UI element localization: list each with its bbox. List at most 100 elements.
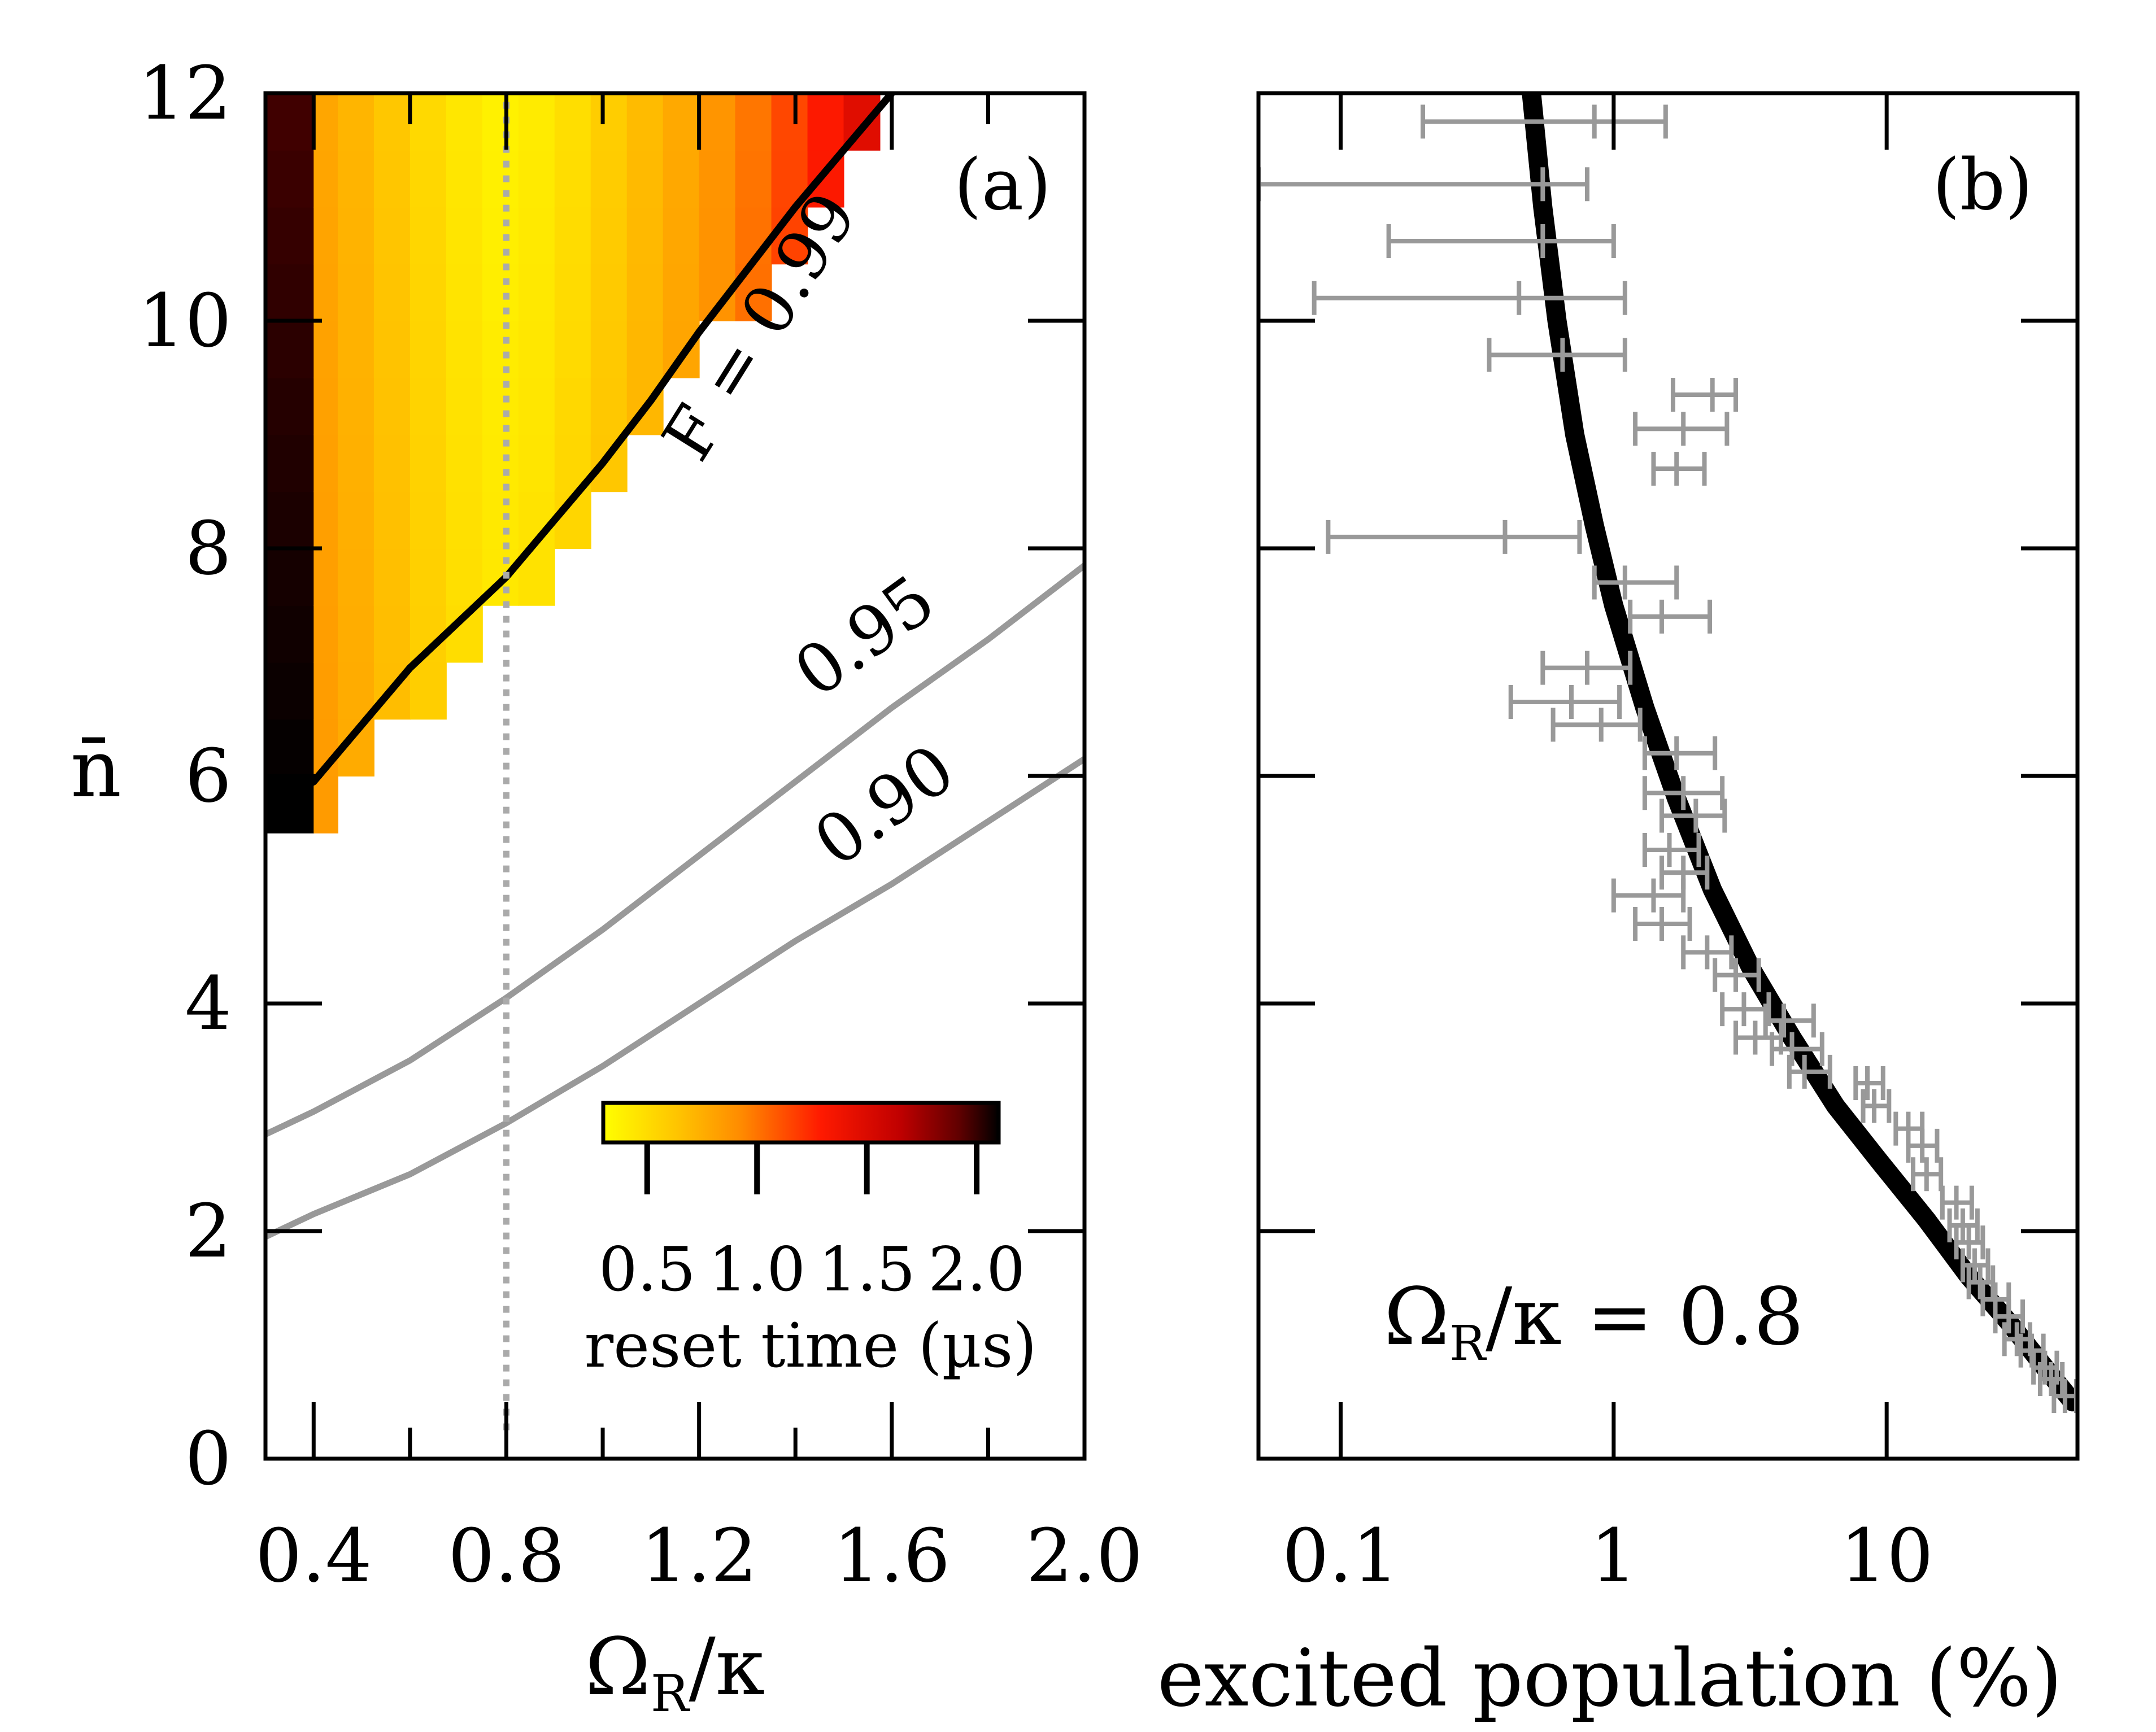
heatmap-cell xyxy=(313,377,338,435)
heatmap-cell xyxy=(313,491,338,549)
heatmap-cell xyxy=(590,207,628,265)
heatmap-cell xyxy=(518,434,555,492)
x-tick-label-b: 10 xyxy=(1840,1513,1933,1599)
annotation-sub: R xyxy=(1449,1316,1487,1372)
data-point xyxy=(1642,776,1725,810)
heatmap-cell xyxy=(373,548,411,606)
x-title-tail: /κ xyxy=(689,1621,765,1713)
contour-099 xyxy=(265,93,895,808)
heatmap-cell xyxy=(313,605,338,663)
data-point xyxy=(1960,1248,1991,1282)
heatmap-cell xyxy=(518,150,555,208)
heatmap-cell xyxy=(337,662,374,720)
heatmap-cell xyxy=(626,93,664,151)
theory-curve xyxy=(1522,93,2077,1412)
heatmap-cell xyxy=(554,264,591,321)
data-point xyxy=(1853,1066,1885,1101)
x-tick-label: 1.6 xyxy=(833,1513,950,1599)
heatmap-cell xyxy=(265,662,315,720)
heatmap-cell xyxy=(446,207,483,265)
colorbar-gradient xyxy=(601,1101,1001,1145)
heatmap-cell xyxy=(590,264,628,321)
heatmap-cell xyxy=(373,434,411,492)
x-tick-label-b: 0.1 xyxy=(1282,1513,1399,1599)
data-point xyxy=(1966,1265,1996,1299)
heatmap-cell xyxy=(265,719,315,776)
panel-label-a: (a) xyxy=(954,144,1051,226)
heatmap-cell xyxy=(337,264,374,321)
heatmap-cell xyxy=(410,264,447,321)
heatmap-cell xyxy=(554,93,591,151)
heatmap-cell xyxy=(265,264,315,321)
contour-090 xyxy=(265,756,1084,1240)
data-point xyxy=(1713,958,1761,992)
heatmap-cell xyxy=(590,321,628,378)
heatmap-cell xyxy=(373,605,411,663)
heatmap-cell xyxy=(699,93,736,151)
heatmap-cell xyxy=(373,321,411,378)
heatmap-cell xyxy=(482,264,519,321)
colorbar-tick-label: 2.0 xyxy=(928,1234,1025,1305)
annotation-main: Ω xyxy=(1384,1271,1449,1363)
heatmap-cell xyxy=(482,434,519,492)
heatmap-cell xyxy=(626,207,664,265)
x-tick-label: 1.2 xyxy=(641,1513,757,1599)
data-point xyxy=(1550,708,1643,742)
data-point xyxy=(1592,565,1679,600)
heatmap-cell xyxy=(518,93,555,151)
data-point xyxy=(1670,377,1738,412)
data-point xyxy=(1642,736,1718,770)
heatmap-cell xyxy=(446,548,483,606)
annotation-tail: /κ = 0.8 xyxy=(1486,1271,1804,1363)
y-tick-label: 10 xyxy=(138,278,232,364)
heatmap-cell xyxy=(265,434,315,492)
colorbar-tick-label: 1.5 xyxy=(818,1234,916,1305)
heatmap xyxy=(265,93,881,834)
heatmap-cell xyxy=(337,605,374,663)
x-axis-title-a: ΩR/κ xyxy=(585,1621,765,1724)
data-point xyxy=(1763,1004,1816,1038)
heatmap-cell xyxy=(373,491,411,549)
heatmap-cell xyxy=(410,321,447,378)
colorbar-tick-label: 0.5 xyxy=(599,1234,696,1305)
heatmap-cell xyxy=(337,434,374,492)
data-point xyxy=(1993,1299,2026,1334)
heatmap-cell xyxy=(482,150,519,208)
heatmap-cell xyxy=(265,605,315,663)
heatmap-cell xyxy=(518,377,555,435)
heatmap-cell xyxy=(373,377,411,435)
data-point xyxy=(2037,1362,2065,1396)
data-point xyxy=(1681,935,1734,970)
heatmap-cell xyxy=(663,150,700,208)
heatmap-cell xyxy=(337,150,374,208)
panel-label-b: (b) xyxy=(1932,144,2033,226)
x-title-main: Ω xyxy=(585,1621,651,1713)
heatmap-cell xyxy=(410,434,447,492)
heatmap-cell xyxy=(482,377,519,435)
heatmap-cell xyxy=(446,321,483,378)
data-point xyxy=(1659,799,1727,833)
heatmap-cell xyxy=(410,377,447,435)
heatmap-cell xyxy=(410,93,447,151)
colorbar-ticks: 0.5 1.0 1.5 2.0 xyxy=(599,1142,1025,1305)
heatmap-cell xyxy=(518,264,555,321)
y-tick-label: 0 xyxy=(185,1416,232,1502)
heatmap-cell xyxy=(410,491,447,549)
colorbar: 0.5 1.0 1.5 2.0 reset time (µs) xyxy=(584,1101,1037,1381)
annotation-omega-ratio: ΩR/κ = 0.8 xyxy=(1384,1271,1804,1372)
heatmap-cell xyxy=(410,548,447,606)
heatmap-cell xyxy=(771,93,808,151)
heatmap-cell xyxy=(554,150,591,208)
contour-lines xyxy=(265,93,1084,1240)
heatmap-cell xyxy=(446,434,483,492)
data-point xyxy=(1508,685,1622,719)
data-point xyxy=(1954,1225,1985,1260)
x-title-sub: R xyxy=(651,1664,690,1724)
heatmap-cell xyxy=(735,207,772,265)
data-point xyxy=(1911,1157,1944,1192)
axis-ticks-a: 0.4 0.8 1.2 1.6 2.0 0 2 4 6 8 10 12 xyxy=(138,50,1143,1599)
heatmap-cell xyxy=(446,93,483,151)
y-tick-label: 12 xyxy=(138,50,232,136)
heatmap-cell xyxy=(518,207,555,265)
